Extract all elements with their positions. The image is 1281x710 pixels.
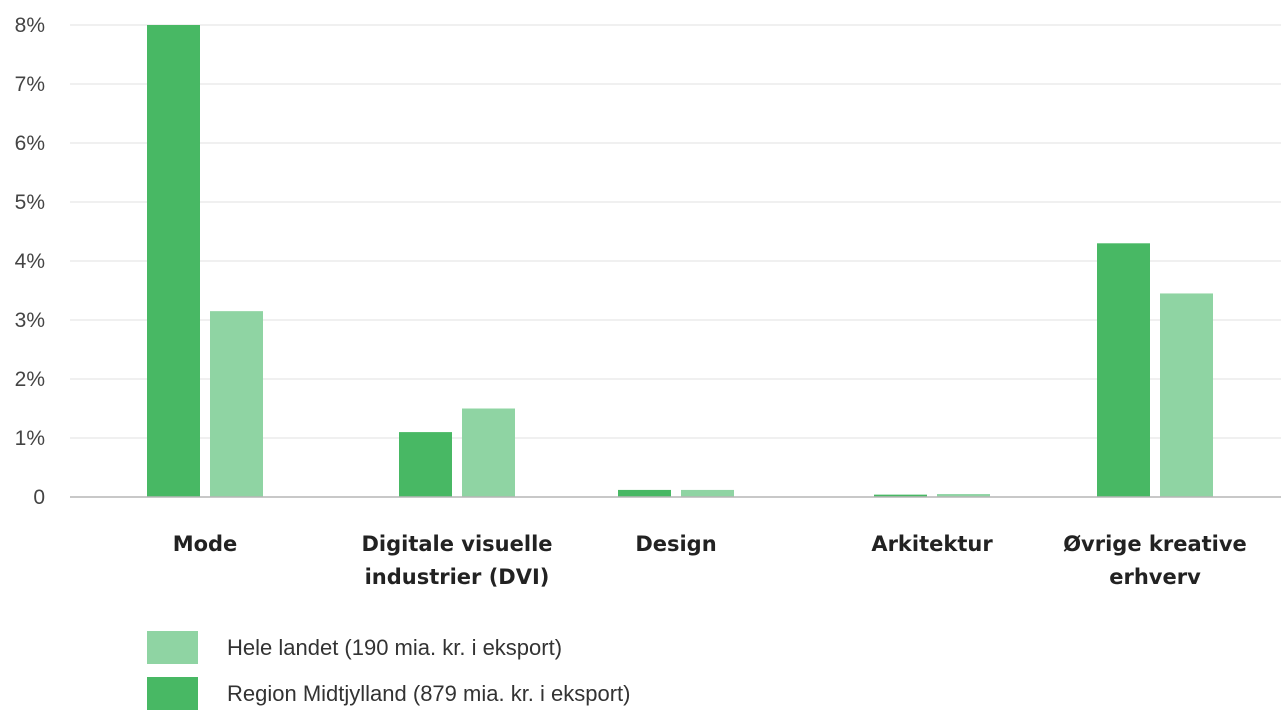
x-category-label-line: Arkitektur: [871, 532, 993, 556]
x-category-label: Digitale visuelle industrier (DVI): [361, 532, 552, 589]
x-category-label-line: Mode: [173, 532, 238, 556]
y-tick-label: 3%: [15, 309, 45, 332]
x-axis-category-labels: Mode Digitale visuelle industrier (DVI) Des…: [173, 532, 1247, 589]
y-axis-tick-labels: 0 1% 2% 3% 4% 5% 6% 7% 8%: [15, 14, 45, 509]
bar-hele-landet: [210, 311, 263, 497]
y-tick-label: 7%: [15, 73, 45, 96]
y-tick-label: 5%: [15, 191, 45, 214]
x-category-label-line: Design: [635, 532, 716, 556]
bar-region-midtjylland: [147, 25, 200, 497]
x-category-label-line: industrier (DVI): [365, 565, 550, 589]
y-tick-label: 0: [33, 486, 45, 509]
y-tick-label: 8%: [15, 14, 45, 37]
y-tick-label: 1%: [15, 427, 45, 450]
x-category-label: Øvrige kreative erhverv: [1063, 532, 1247, 589]
legend-swatch: [147, 631, 198, 664]
x-category-label-line: erhverv: [1109, 565, 1201, 589]
bar-hele-landet: [937, 494, 990, 497]
bar-region-midtjylland: [618, 489, 671, 497]
bar-region-midtjylland: [1097, 243, 1150, 497]
x-category-label: Arkitektur: [871, 532, 993, 556]
y-tick-label: 4%: [15, 250, 45, 273]
y-tick-label: 2%: [15, 368, 45, 391]
bar-hele-landet: [1160, 293, 1213, 497]
bar-region-midtjylland: [399, 432, 452, 497]
legend-label: Hele landet (190 mia. kr. i eksport): [227, 635, 562, 660]
y-tick-label: 6%: [15, 132, 45, 155]
bar-hele-landet: [462, 408, 515, 497]
legend: Hele landet (190 mia. kr. i eksport) Regi…: [147, 631, 631, 710]
grid-lines: [70, 24, 1281, 439]
bar-region-midtjylland: [874, 494, 927, 497]
x-category-label: Mode: [173, 532, 238, 556]
x-category-label-line: Digitale visuelle: [361, 532, 552, 556]
x-category-label: Design: [635, 532, 716, 556]
bar-series: [147, 25, 1213, 497]
bar-hele-landet: [681, 489, 734, 497]
x-category-label-line: Øvrige kreative: [1063, 532, 1247, 556]
legend-swatch: [147, 677, 198, 710]
legend-label: Region Midtjylland (879 mia. kr. i ekspo…: [227, 681, 631, 706]
